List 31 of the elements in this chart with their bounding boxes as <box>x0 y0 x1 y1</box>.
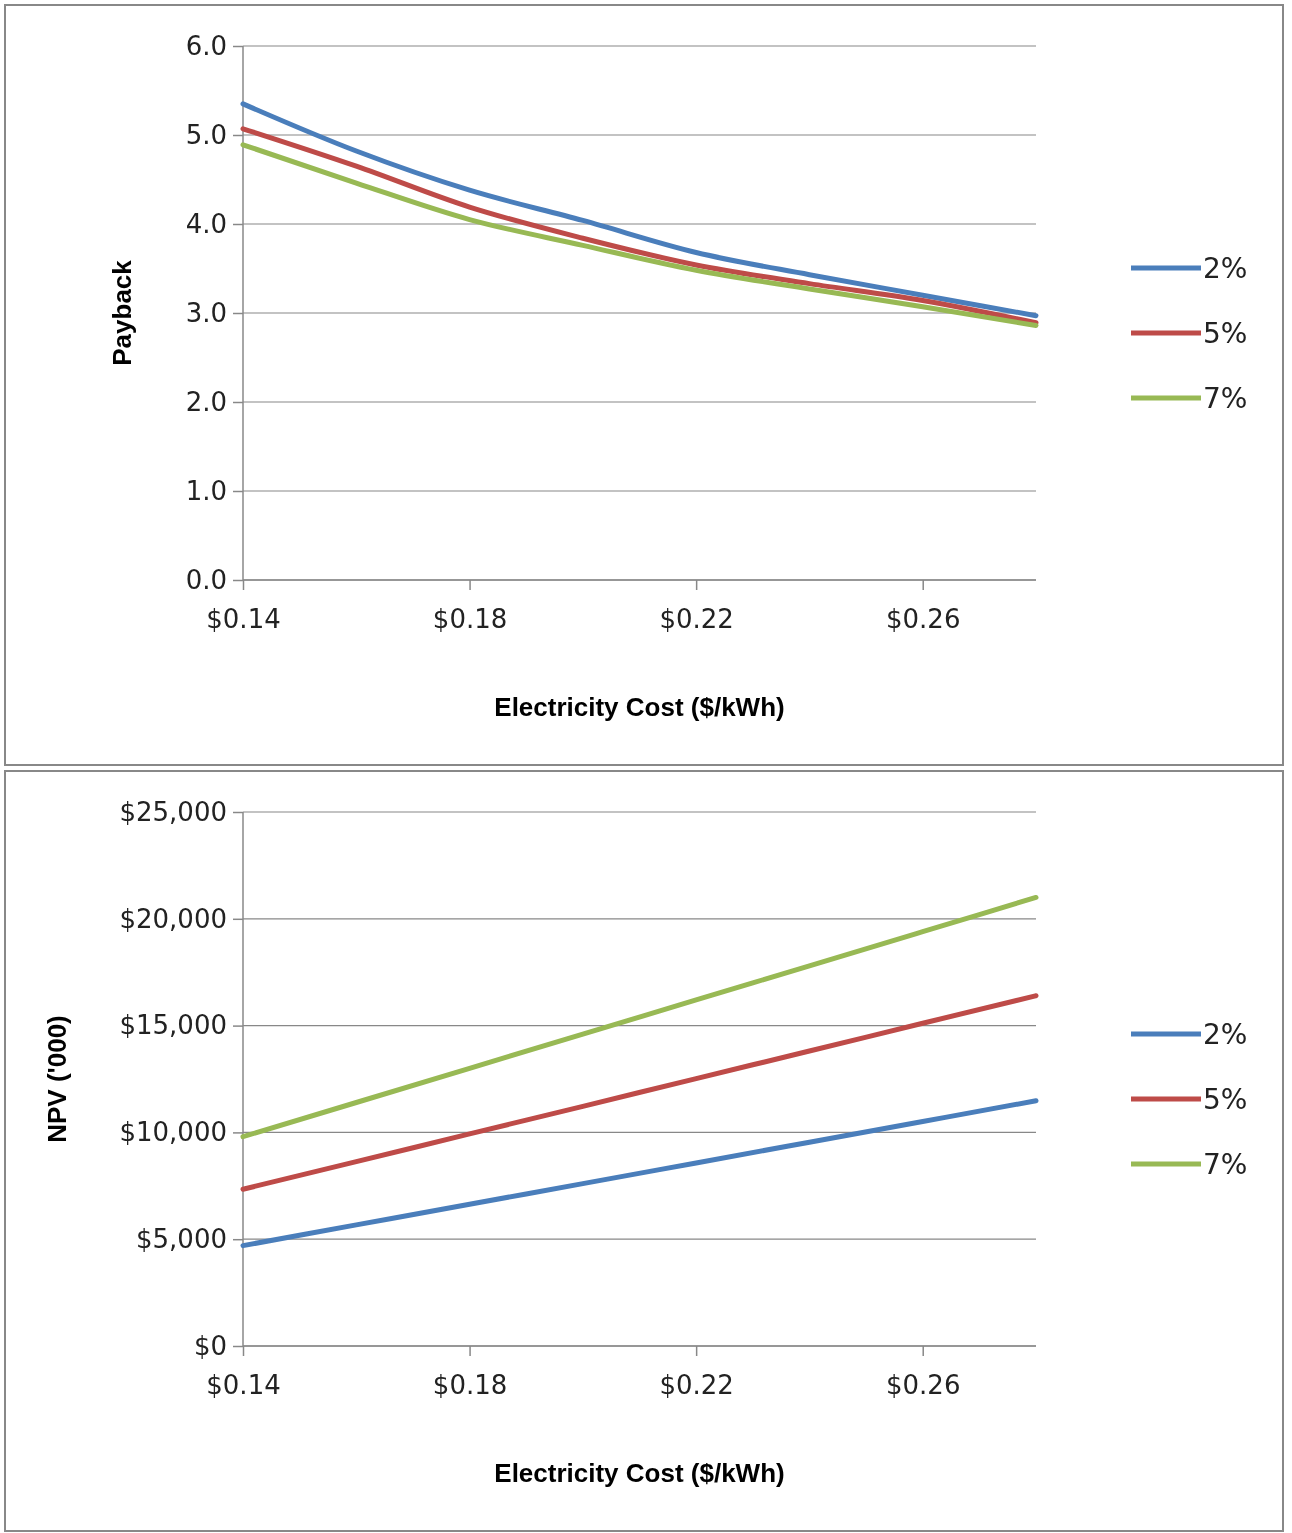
y-tick-label: 2.0 <box>185 386 227 417</box>
y-tick-label: $20,000 <box>119 903 227 934</box>
x-tick-label: $0.22 <box>659 604 734 635</box>
y-tick-label: 1.0 <box>185 475 227 506</box>
legend-label: 2% <box>1203 1018 1248 1051</box>
legend-label: 5% <box>1203 317 1248 350</box>
legend-label: 2% <box>1203 252 1248 285</box>
legend-label: 7% <box>1203 1148 1248 1181</box>
x-tick-label: $0.14 <box>206 1370 281 1401</box>
y-tick-label: 0.0 <box>185 564 227 595</box>
y-axis-title: Payback <box>107 259 137 366</box>
y-tick-label: 6.0 <box>185 30 227 61</box>
x-tick-label: $0.14 <box>206 604 281 635</box>
y-tick-label: 4.0 <box>185 208 227 239</box>
x-tick-label: $0.18 <box>432 604 508 635</box>
x-tick-label: $0.26 <box>886 1370 961 1401</box>
y-tick-label: $5,000 <box>136 1224 227 1255</box>
legend-label: 5% <box>1203 1083 1248 1116</box>
y-tick-label: $10,000 <box>119 1117 227 1148</box>
y-axis-title: NPV ('000) <box>42 1015 72 1143</box>
x-tick-label: $0.26 <box>886 604 961 635</box>
legend-label: 7% <box>1203 382 1248 415</box>
x-tick-label: $0.22 <box>659 1370 734 1401</box>
y-tick-label: $15,000 <box>119 1010 227 1041</box>
y-tick-label: $25,000 <box>119 796 227 827</box>
y-tick-label: 5.0 <box>185 119 227 150</box>
x-tick-label: $0.18 <box>432 1370 508 1401</box>
y-tick-label: $0 <box>193 1330 227 1361</box>
x-axis-title: Electricity Cost ($/kWh) <box>494 1458 785 1488</box>
x-axis-title: Electricity Cost ($/kWh) <box>494 692 785 722</box>
y-tick-label: 3.0 <box>185 297 227 328</box>
